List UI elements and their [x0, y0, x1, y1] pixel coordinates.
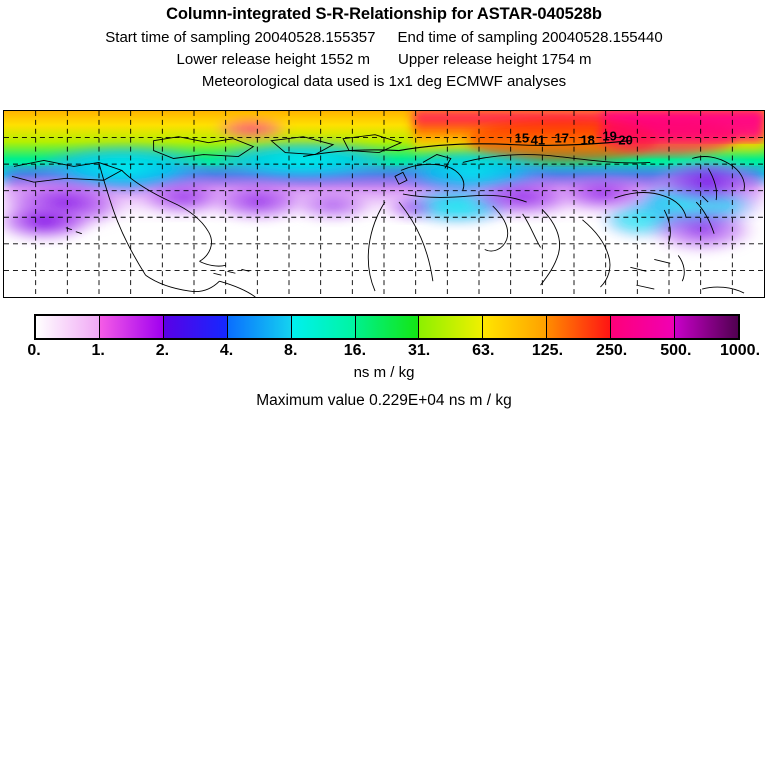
- map-gridlines: [4, 111, 764, 297]
- colorbar-tick-2: 2.: [155, 342, 170, 359]
- colorbar-tick-10: 500.: [660, 342, 692, 359]
- colorbar-segment-1: [99, 316, 164, 338]
- trajectory-label-18: 18: [580, 133, 594, 148]
- colorbar-tick-7: 63.: [472, 342, 495, 359]
- colorbar-tick-1: 1.: [91, 342, 105, 359]
- maximum-value-label: Maximum value 0.229E+04 ns m / kg: [256, 392, 512, 409]
- page-title: Column-integrated S-R-Relationship for A…: [166, 5, 602, 23]
- colorbar-segment-6: [419, 316, 484, 338]
- header-block: Column-integrated S-R-Relationship for A…: [0, 0, 768, 92]
- colorbar-tick-4: 8.: [284, 342, 298, 359]
- colorbar-segment-9: [611, 316, 676, 338]
- end-time-label: End time of sampling 20040528.155440: [397, 29, 663, 46]
- colorbar-segment-7: [483, 316, 548, 338]
- trajectory-label-41: 41: [531, 133, 545, 148]
- colorbar-segment-2: [163, 316, 228, 338]
- colorbar-tick-9: 250.: [596, 342, 628, 359]
- colorbar-tick-6: 31.: [407, 342, 431, 359]
- upper-release-height-label: Upper release height 1754 m: [398, 51, 592, 68]
- colorbar-segment-4: [291, 316, 356, 338]
- coastlines: [11, 134, 745, 297]
- release-height-row: Lower release height 1552 m Upper releas…: [0, 49, 768, 70]
- colorbar: [34, 314, 740, 340]
- trajectory-overlay: 15 41 17 18 19 20: [303, 129, 633, 158]
- colorbar-tick-5: 16.: [343, 342, 367, 359]
- colorbar-tick-0: 0.: [27, 342, 41, 359]
- colorbar-tick-11: 1000.: [719, 342, 761, 359]
- colorbar-tick-3: 4.: [219, 342, 234, 359]
- colorbar-segment-8: [547, 316, 612, 338]
- colorbar-segment-3: [227, 316, 292, 338]
- map-svg: 15 41 17 18 19 20: [4, 111, 764, 297]
- colorbar-units-label: ns m / kg: [353, 364, 415, 381]
- met-data-label: Meteorological data used is 1x1 deg ECMW…: [201, 73, 567, 90]
- colorbar-segment-5: [355, 316, 420, 338]
- trajectory-label-19: 19: [602, 129, 616, 144]
- colorbar-tick-labels: 0. 1. 2. 4. 8. 16. 31. 63. 125. 250. 500. 1000.: [0, 342, 768, 362]
- colorbar-tick-8: 125.: [531, 342, 564, 359]
- colorbar-segment-10: [675, 316, 738, 338]
- start-time-label: Start time of sampling 20040528.155357: [105, 29, 376, 46]
- trajectory-label-20: 20: [618, 133, 632, 148]
- trajectory-label-17: 17: [555, 131, 569, 146]
- colorbar-segment-0: [36, 316, 100, 338]
- trajectory-label-15: 15: [515, 131, 529, 146]
- map-panel: 15 41 17 18 19 20: [3, 110, 765, 298]
- sampling-time-row: Start time of sampling 20040528.155357 E…: [0, 27, 768, 48]
- lower-release-height-label: Lower release height 1552 m: [176, 51, 370, 68]
